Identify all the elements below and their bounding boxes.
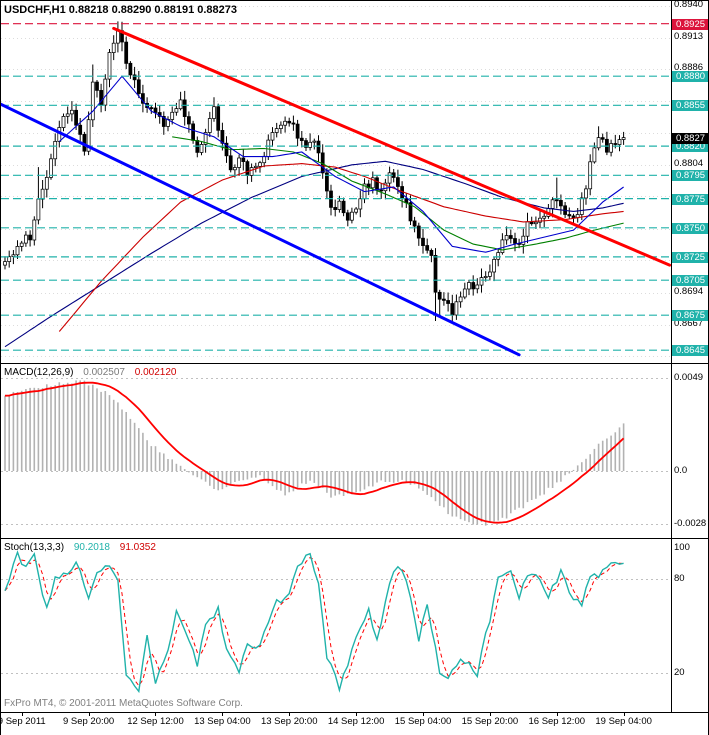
macd-axis-tick: -0.0028: [674, 518, 707, 530]
indicator-axis-labels: 0.0049 0.0 -0.0028 100 80 20: [672, 1, 708, 735]
stoch-value-signal: 91.0352: [119, 542, 156, 553]
price-level-label: 0.8645: [672, 345, 708, 357]
time-axis-label: 12 Sep 12:00: [127, 716, 184, 727]
price-level-label: 0.8675: [672, 310, 708, 322]
copyright-text: FxPro MT4, © 2001-2011 MetaQuotes Softwa…: [4, 698, 243, 709]
time-axis-label: 15 Sep 04:00: [394, 716, 452, 727]
macd-indicator-label: MACD(12,26,9) 0.002507 0.002120: [4, 367, 183, 378]
time-axis-label: 14 Sep 12:00: [327, 716, 385, 727]
time-axis-label: 16 Sep 12:00: [528, 716, 586, 727]
stoch-name: Stoch(13,3,3): [4, 542, 65, 553]
time-axis-label: 13 Sep 04:00: [194, 716, 251, 727]
macd-axis-tick: 0.0049: [674, 372, 704, 383]
macd-histogram: [4, 380, 625, 526]
ma-slow-navy: [4, 160, 624, 348]
price-axis-tick: 0.8886: [674, 62, 704, 74]
price-level-label: 0.8750: [672, 222, 708, 234]
ma-medium-red: [58, 163, 624, 332]
stoch-value-main: 90.2018: [73, 542, 110, 553]
price-level-label: 0.8820: [672, 141, 708, 153]
moving-averages: [4, 75, 624, 348]
time-axis-label: 15 Sep 20:00: [461, 716, 519, 727]
chart-title: USDCHF,H1 0.88218 0.88290 0.88191 0.8827…: [4, 4, 238, 16]
price-axis-tick: 0.8694: [674, 286, 704, 298]
stoch-level-lines: [1, 579, 671, 674]
price-grid: [1, 6, 671, 357]
time-axis-label: 13 Sep 20:00: [260, 716, 318, 727]
price-axis-tick: 0.8804: [674, 157, 704, 169]
price-level-label: 0.8880: [672, 71, 708, 83]
time-axis-label: 19 Sep 04:00: [595, 716, 652, 727]
time-axis-label: 9 Sep 20:00: [62, 716, 115, 727]
stoch-main-line: [4, 550, 624, 694]
price-level-label: 0.8775: [672, 193, 708, 205]
ma-fast-green: [172, 136, 624, 251]
ma-fast-blue: [58, 75, 624, 253]
macd-signal-line: [4, 381, 625, 524]
macd-axis-tick: 0.0: [674, 465, 688, 476]
price-level-label: 0.8795: [672, 170, 708, 182]
stoch-axis-tick: 100: [674, 542, 690, 553]
time-axis-label: 9 Sep 2011: [0, 716, 46, 727]
time-axis[interactable]: 9 Sep 2011 9 Sep 20:00 12 Sep 12:00 13 Sep …: [0, 714, 708, 735]
panel-borders: [1, 1, 708, 716]
stoch-axis-tick: 20: [674, 666, 685, 678]
current-price-label: 0.8827: [672, 132, 708, 144]
macd-value-signal: 0.002120: [134, 367, 177, 378]
price-axis[interactable]: 0.8940 0.8913 0.8886 0.8804 0.8694 0.8667 0.88…: [672, 0, 708, 735]
price-axis-tick: 0.8667: [674, 317, 704, 329]
macd-value-main: 0.002507: [83, 367, 125, 378]
stoch-indicator-label: Stoch(13,3,3) 90.2018 91.0352: [4, 542, 163, 553]
macd-name: MACD(12,26,9): [4, 367, 74, 378]
price-axis-tick: 0.8940: [674, 0, 704, 11]
price-level-label: 0.8705: [672, 275, 708, 287]
price-level-label: 0.8925: [672, 18, 708, 30]
candlesticks: [3, 21, 626, 322]
price-level-label: 0.8725: [672, 251, 708, 263]
horizontal-levels: [1, 23, 671, 351]
trendlines: [1, 26, 672, 357]
stoch-axis-tick: 80: [674, 573, 685, 585]
stoch-signal-line: [4, 556, 624, 687]
price-axis-tick: 0.8913: [674, 30, 704, 42]
price-level-label: 0.8855: [672, 100, 708, 112]
